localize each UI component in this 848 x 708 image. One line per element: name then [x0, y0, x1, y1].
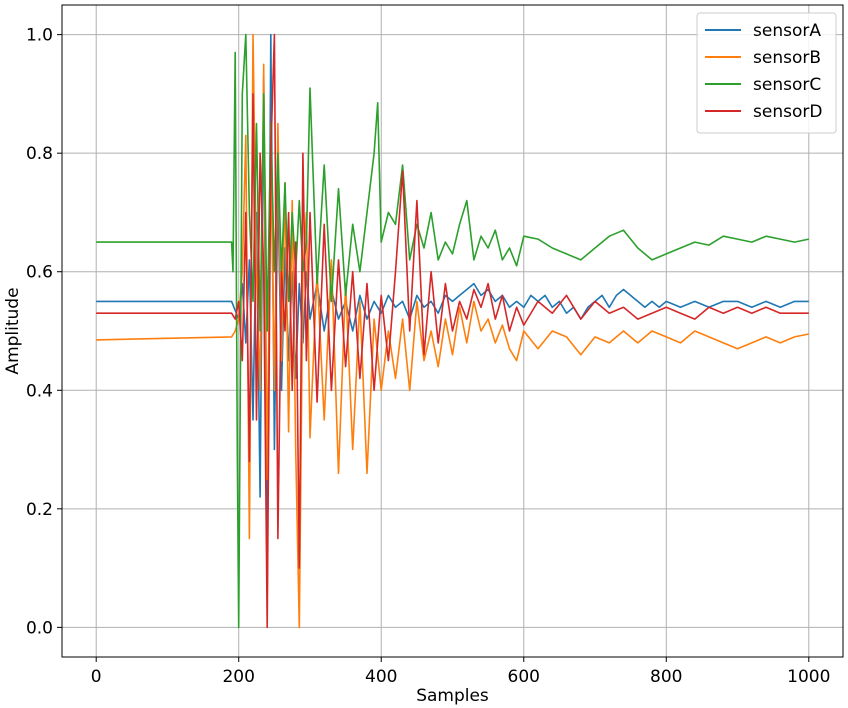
- y-tick-label: 0.0: [26, 618, 53, 638]
- legend-box: [696, 12, 837, 134]
- x-tick-label: 600: [508, 667, 540, 687]
- series-line-sensorD: [96, 33, 809, 629]
- y-tick-label: 0.6: [26, 263, 53, 283]
- plot-frame: [61, 4, 844, 658]
- x-axis-ticks: 0 200 400 600 800 1000: [91, 657, 830, 687]
- y-tick-label: 0.2: [26, 500, 53, 520]
- y-tick-label: 0.4: [26, 381, 53, 401]
- y-axis-ticks: 0.0 0.2 0.4 0.6 0.8 1.0: [26, 26, 62, 638]
- x-tick-label: 1000: [787, 667, 830, 687]
- x-tick-label: 400: [365, 667, 397, 687]
- legend-label: sensorA: [753, 21, 821, 41]
- series-line-sensorB: [96, 33, 809, 629]
- legend-label: sensorD: [753, 102, 822, 122]
- legend-label: sensorB: [753, 48, 821, 68]
- legend: sensorA sensorB sensorC sensorD: [696, 12, 837, 134]
- series-layer: [96, 33, 809, 629]
- y-tick-label: 1.0: [26, 26, 53, 46]
- x-axis-label: Samples: [416, 686, 489, 706]
- x-tick-label: 200: [222, 667, 254, 687]
- series-line-sensorC: [96, 33, 809, 629]
- y-tick-label: 0.8: [26, 144, 53, 164]
- y-axis-label: Amplitude: [3, 287, 23, 374]
- x-tick-label: 800: [650, 667, 682, 687]
- x-tick-label: 0: [91, 667, 102, 687]
- legend-label: sensorC: [753, 75, 821, 95]
